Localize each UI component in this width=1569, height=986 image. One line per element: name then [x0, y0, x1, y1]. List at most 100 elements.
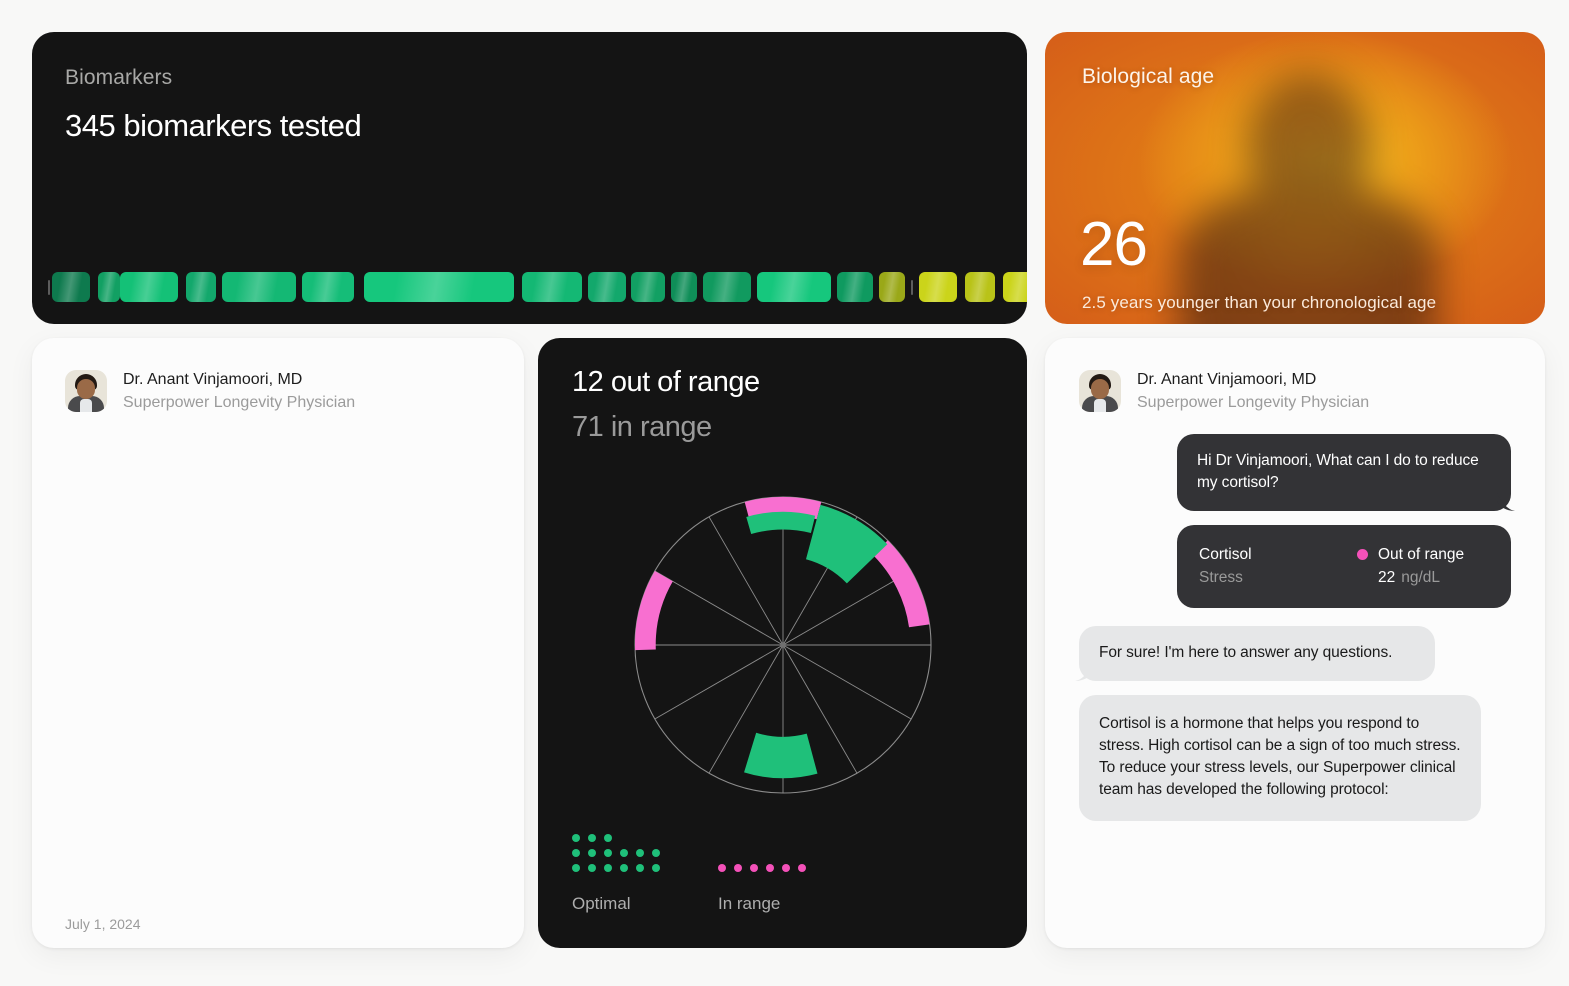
- chart-spoke: [708, 644, 783, 774]
- chat-card[interactable]: Dr. Anant Vinjamoori, MD Superpower Long…: [1045, 338, 1545, 948]
- biomarker-segment[interactable]: [52, 272, 90, 302]
- chart-spoke: [782, 644, 911, 720]
- legend-dot-grid: [572, 834, 660, 872]
- legend-item: In range: [718, 834, 806, 914]
- chat-bubble-doctor[interactable]: For sure! I'm here to answer any questio…: [1079, 626, 1435, 681]
- biomarkers-card[interactable]: Biomarkers 345 biomarkers tested: [32, 32, 1027, 324]
- legend-dot: [734, 864, 742, 872]
- chart-arc-out-of-range[interactable]: [634, 571, 673, 651]
- biomarker-result-card[interactable]: Cortisol Stress Out of range 22 ng/dL: [1177, 525, 1511, 608]
- biomarker-segment[interactable]: [98, 272, 120, 302]
- biomarker-tick-mark: [48, 279, 50, 295]
- avatar: [1079, 370, 1121, 412]
- biomarker-segment[interactable]: [757, 272, 831, 302]
- radial-chart-svg: [633, 496, 932, 794]
- avatar-shirt: [80, 399, 92, 412]
- avatar-face: [77, 379, 95, 399]
- biomarker-tick: [46, 279, 52, 295]
- chart-spoke: [654, 644, 783, 720]
- legend-dot: [588, 849, 596, 857]
- chat-bubble-user[interactable]: Hi Dr Vinjamoori, What can I do to reduc…: [1177, 434, 1511, 511]
- doctor-role: Superpower Longevity Physician: [123, 394, 356, 411]
- chart-spoke: [708, 516, 783, 646]
- status-dot-icon: [1357, 549, 1368, 560]
- biomarker-segment[interactable]: [364, 272, 514, 302]
- legend-dot: [588, 834, 596, 842]
- biological-age-title: Biological age: [1082, 65, 1215, 88]
- legend-dot: [604, 849, 612, 857]
- legend-label: In range: [718, 894, 781, 913]
- biomarker-segment[interactable]: [186, 272, 216, 302]
- chart-legend: Optimal In range: [572, 834, 806, 914]
- legend-dot: [588, 864, 596, 872]
- legend-dot-row: [718, 864, 806, 872]
- bubble-tail-right: [1497, 493, 1515, 511]
- biological-age-card[interactable]: Biological age 26 2.5 years younger than…: [1045, 32, 1545, 324]
- marker-name: Cortisol: [1199, 546, 1252, 563]
- biomarker-segment[interactable]: [631, 272, 665, 302]
- biomarker-segment[interactable]: [671, 272, 697, 302]
- biomarker-segment[interactable]: [1003, 272, 1027, 302]
- doctor-name: Dr. Anant Vinjamoori, MD: [123, 371, 303, 388]
- chart-arc-in-range[interactable]: [805, 504, 887, 584]
- legend-dot: [572, 864, 580, 872]
- biomarker-segment[interactable]: [965, 272, 995, 302]
- legend-dot: [620, 864, 628, 872]
- biomarker-segment[interactable]: [120, 272, 178, 302]
- legend-dot: [604, 834, 612, 842]
- marker-category: Stress: [1199, 569, 1243, 586]
- biomarker-segment[interactable]: [522, 272, 582, 302]
- biomarker-segment[interactable]: [879, 272, 905, 302]
- chart-arc-in-range[interactable]: [743, 732, 817, 779]
- card-grid: Biomarkers 345 biomarkers tested Biologi…: [32, 32, 1545, 954]
- marker-unit: ng/dL: [1401, 569, 1441, 586]
- biomarker-segment[interactable]: [222, 272, 296, 302]
- biomarker-segment[interactable]: [919, 272, 957, 302]
- marker-status-block: Out of range 22 ng/dL: [1357, 543, 1489, 589]
- legend-dot-grid: [718, 834, 806, 872]
- biomarker-segment[interactable]: [837, 272, 873, 302]
- chart-spoke: [782, 644, 857, 774]
- chart-arc-in-range[interactable]: [745, 511, 815, 535]
- biomarker-segment[interactable]: [302, 272, 354, 302]
- chart-spoke: [782, 570, 911, 646]
- biomarker-segment[interactable]: [588, 272, 626, 302]
- chat-message-text: Cortisol is a hormone that helps you res…: [1099, 715, 1461, 798]
- legend-dot: [636, 864, 644, 872]
- legend-dot: [652, 864, 660, 872]
- chat-bubble-doctor[interactable]: Cortisol is a hormone that helps you res…: [1079, 695, 1481, 821]
- doctor-identity: Dr. Anant Vinjamoori, MD Superpower Long…: [1137, 368, 1369, 414]
- chart-spoke: [654, 570, 783, 646]
- legend-dot: [636, 849, 644, 857]
- marker-value-row: 22 ng/dL: [1357, 566, 1440, 589]
- avatar: [65, 370, 107, 412]
- biomarker-strip[interactable]: [46, 270, 1027, 304]
- biomarker-segment[interactable]: [703, 272, 751, 302]
- health-goals-card[interactable]: Dr. Anant Vinjamoori, MD Superpower Long…: [32, 338, 524, 948]
- avatar-shirt: [1094, 399, 1106, 412]
- chat-message-text: Hi Dr Vinjamoori, What can I do to reduc…: [1197, 452, 1479, 491]
- chart-arc-out-of-range[interactable]: [872, 540, 930, 628]
- biomarker-tick: [905, 279, 919, 295]
- chat-thread[interactable]: Hi Dr Vinjamoori, What can I do to reduc…: [1045, 434, 1545, 930]
- legend-dot: [766, 864, 774, 872]
- legend-dot-row: [572, 834, 660, 842]
- silhouette-body: [1178, 184, 1439, 324]
- legend-dot-row: [572, 864, 660, 872]
- legend-dot: [718, 864, 726, 872]
- range-summary-card[interactable]: 12 out of range 71 in range Optimal In ra…: [538, 338, 1027, 948]
- health-goals-date: July 1, 2024: [65, 916, 141, 932]
- biomarkers-headline: 345 biomarkers tested: [65, 108, 362, 143]
- bubble-tail-left: [1075, 663, 1093, 681]
- radial-chart[interactable]: [618, 480, 948, 815]
- legend-dot: [620, 849, 628, 857]
- chart-outer-ring: [633, 496, 932, 794]
- legend-dot: [572, 849, 580, 857]
- doctor-header: Dr. Anant Vinjamoori, MD Superpower Long…: [65, 368, 355, 414]
- marker-identity: Cortisol Stress: [1199, 543, 1252, 589]
- biological-age-subtitle: 2.5 years younger than your chronologica…: [1082, 293, 1437, 312]
- legend-label: Optimal: [572, 894, 631, 913]
- legend-dot: [750, 864, 758, 872]
- marker-value: 22: [1378, 569, 1396, 586]
